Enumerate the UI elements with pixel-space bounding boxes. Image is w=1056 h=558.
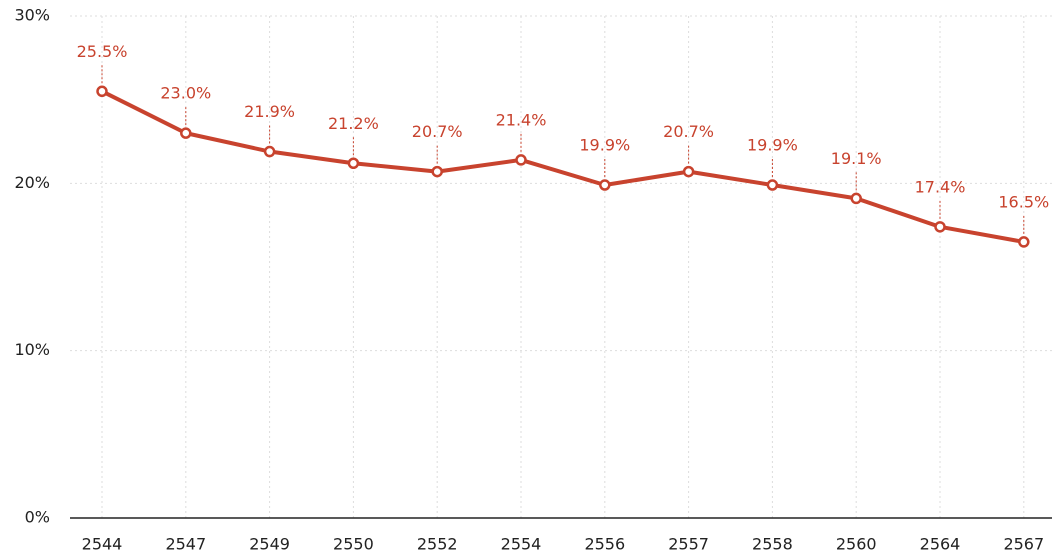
point bbox=[766, 179, 779, 191]
point bbox=[515, 154, 527, 166]
point bbox=[682, 165, 695, 178]
x-tick-label: 2558 bbox=[752, 535, 793, 554]
x-tick-label: 2560 bbox=[836, 535, 877, 554]
x-tick-label: 2554 bbox=[501, 535, 542, 554]
y-tick-label: 10% bbox=[14, 340, 50, 359]
x-tick-label: 2564 bbox=[920, 535, 961, 554]
x-tick-label: 2567 bbox=[1003, 535, 1044, 554]
data-label: 21.9% bbox=[244, 102, 295, 121]
x-tick-label: 2556 bbox=[584, 535, 625, 554]
x-tick-label: 2549 bbox=[249, 535, 290, 554]
data-label: 19.9% bbox=[579, 136, 630, 155]
point bbox=[850, 192, 862, 205]
data-label: 20.7% bbox=[663, 122, 714, 141]
data-label: 19.1% bbox=[831, 149, 882, 168]
x-tick-label: 2547 bbox=[165, 535, 206, 554]
data-label: 19.9% bbox=[747, 136, 798, 155]
y-tick-label: 30% bbox=[14, 6, 50, 25]
data-label: 16.5% bbox=[998, 192, 1049, 211]
point bbox=[180, 127, 192, 139]
y-tick-label: 20% bbox=[14, 173, 50, 192]
data-label: 25.5% bbox=[77, 42, 128, 61]
x-tick-label: 2544 bbox=[82, 535, 123, 554]
point bbox=[347, 157, 360, 170]
y-tick-label: 0% bbox=[25, 508, 50, 527]
data-label: 21.4% bbox=[496, 110, 547, 129]
data-label: 21.2% bbox=[328, 114, 379, 133]
point bbox=[263, 145, 276, 158]
point bbox=[934, 221, 946, 233]
data-label: 20.7% bbox=[412, 122, 463, 141]
point bbox=[1018, 236, 1030, 248]
x-tick-label: 2552 bbox=[417, 535, 458, 554]
point bbox=[96, 85, 108, 98]
x-tick-label: 2550 bbox=[333, 535, 374, 554]
series-line bbox=[101, 89, 1025, 244]
data-label: 17.4% bbox=[915, 177, 966, 196]
point bbox=[431, 165, 443, 178]
point bbox=[599, 179, 611, 191]
data-label: 23.0% bbox=[160, 84, 211, 103]
x-tick-label: 2557 bbox=[668, 535, 709, 554]
